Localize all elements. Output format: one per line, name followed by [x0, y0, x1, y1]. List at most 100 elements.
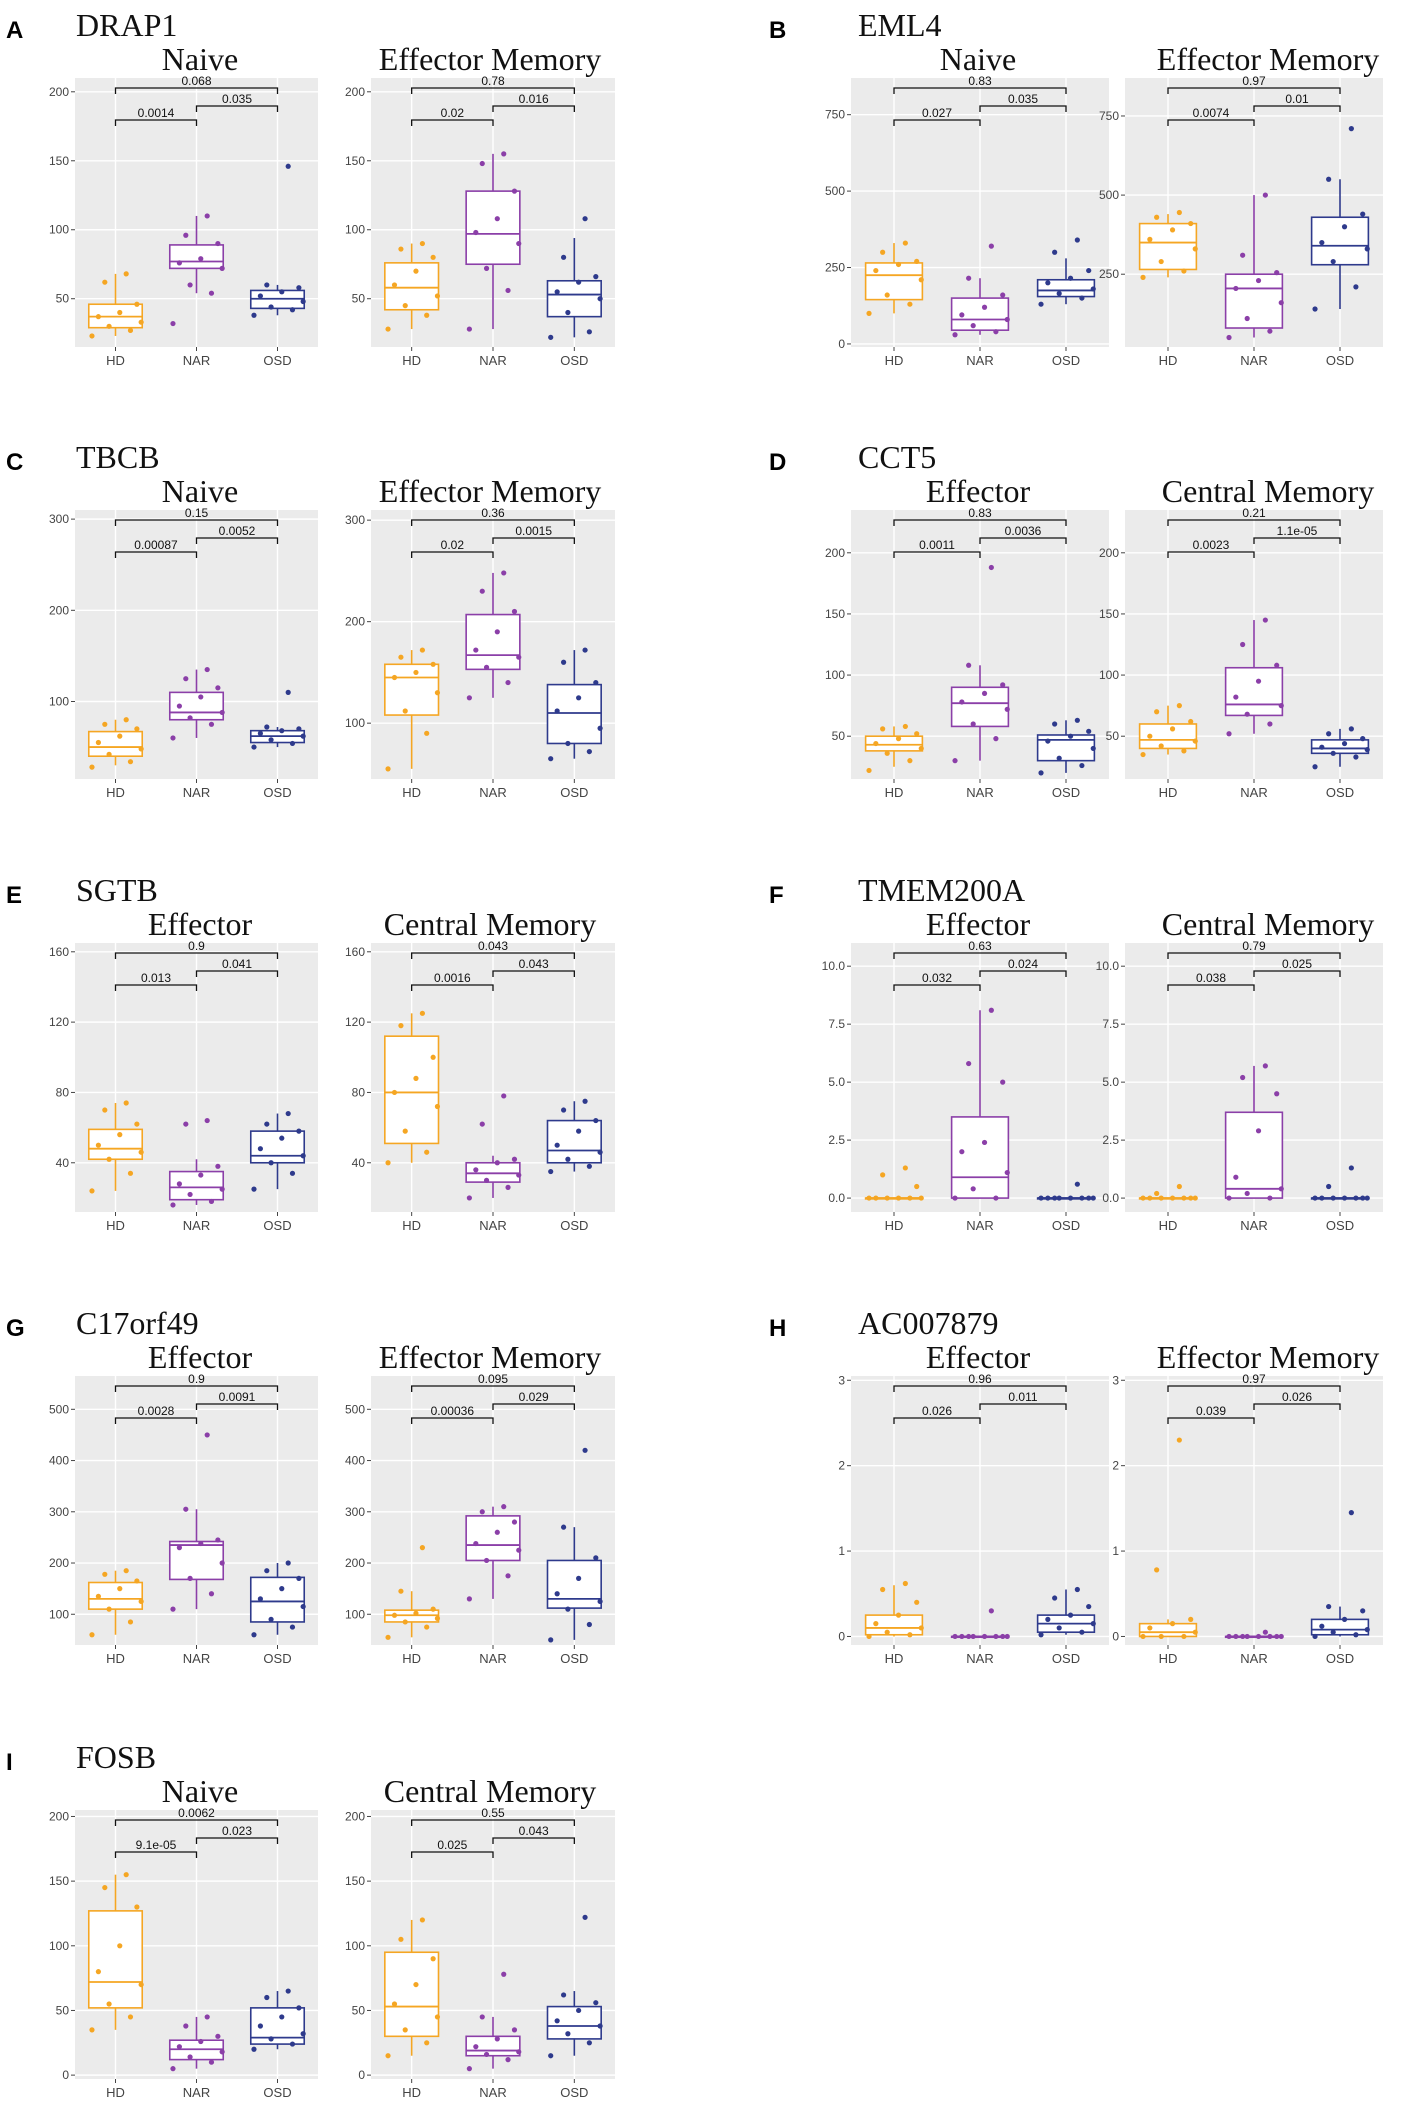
data-point — [1226, 731, 1232, 737]
data-point — [1045, 1195, 1051, 1201]
p-value-label: 0.041 — [222, 957, 252, 971]
data-point — [183, 232, 189, 238]
y-tick-label: 500 — [1099, 188, 1119, 202]
bracket-line — [114, 984, 198, 991]
data-point — [494, 2036, 500, 2042]
data-point — [501, 151, 507, 157]
data-point — [873, 740, 879, 747]
p-value-label: 0.0074 — [1193, 106, 1230, 120]
box-hd — [87, 1568, 144, 1638]
data-point — [1067, 1195, 1074, 1201]
data-point — [1244, 315, 1250, 322]
data-point — [134, 301, 140, 307]
p-value-label: 0.032 — [922, 971, 952, 985]
data-point — [565, 740, 571, 747]
data-point — [1226, 1195, 1232, 1201]
p-value-label: 0.0052 — [219, 524, 256, 538]
significance-bracket: 0.026 — [893, 1404, 981, 1424]
significance-bracket: 0.041 — [195, 957, 279, 977]
data-point — [1079, 1195, 1085, 1201]
data-point — [483, 265, 490, 271]
p-value-label: 0.15 — [185, 506, 209, 520]
data-point — [505, 1184, 511, 1190]
bracket-line — [114, 87, 279, 94]
data-point — [466, 1596, 472, 1602]
data-point — [1158, 743, 1164, 749]
y-tick-label: 150 — [345, 1874, 365, 1888]
data-point — [296, 1128, 302, 1134]
data-point — [586, 2040, 592, 2046]
data-point — [89, 1188, 95, 1194]
gene-title: AC007879 — [858, 1305, 998, 1341]
bracket-line — [893, 87, 1067, 94]
box-osd — [249, 1110, 306, 1192]
x-tick-label: OSD — [263, 1651, 291, 1666]
panel-letter: H — [769, 1315, 786, 1342]
data-point — [430, 1054, 436, 1060]
bracket-line — [979, 970, 1067, 977]
data-point — [1056, 1625, 1062, 1631]
data-point — [560, 659, 567, 665]
bracket-line — [492, 105, 575, 112]
box-iqr — [1036, 734, 1096, 762]
box-iqr — [864, 735, 924, 752]
bracket-line — [893, 519, 1067, 526]
bracket-line — [411, 87, 575, 94]
x-tick-label: HD — [106, 1651, 125, 1666]
data-point — [1330, 1195, 1336, 1201]
x-tick-label: NAR — [479, 2085, 506, 2100]
data-point — [959, 1149, 965, 1155]
data-point — [582, 1098, 588, 1104]
data-point — [127, 2014, 134, 2020]
data-point — [1233, 1174, 1239, 1180]
significance-bracket: 0.043 — [411, 939, 575, 959]
data-point — [1267, 1195, 1273, 1201]
data-point — [1086, 267, 1092, 274]
y-tick-label: 100 — [825, 668, 845, 682]
data-point — [516, 654, 522, 660]
bracket-line — [893, 1385, 1067, 1392]
data-point — [1192, 1195, 1198, 1201]
box-osd — [546, 216, 603, 340]
y-tick-label: 150 — [1099, 607, 1119, 621]
data-point — [215, 2033, 221, 2039]
data-point — [494, 629, 500, 635]
data-point — [198, 694, 204, 700]
data-point — [398, 1023, 404, 1029]
data-point — [257, 293, 263, 299]
data-point — [548, 1168, 554, 1175]
data-point — [430, 1956, 436, 1962]
data-point — [1140, 1633, 1146, 1640]
significance-bracket: 0.9 — [114, 939, 279, 959]
data-point — [285, 1110, 291, 1117]
y-tick-label: 5.0 — [828, 1075, 845, 1089]
box-osd — [1036, 1181, 1096, 1201]
x-tick-label: HD — [106, 785, 125, 800]
p-value-label: 0.043 — [478, 939, 508, 953]
bracket-line — [1253, 970, 1341, 977]
data-point — [993, 1633, 999, 1640]
box-osd — [1310, 1510, 1370, 1640]
significance-bracket: 0.0062 — [114, 1806, 279, 1826]
data-point — [170, 735, 176, 741]
x-tick-label: OSD — [1326, 1651, 1354, 1666]
y-tick-label: 300 — [49, 1505, 69, 1519]
y-tick-label: 150 — [345, 154, 365, 168]
x-tick-label: NAR — [1240, 1651, 1267, 1666]
data-point — [466, 326, 472, 332]
gene-title: DRAP1 — [76, 7, 177, 43]
data-point — [895, 1612, 902, 1618]
data-point — [1278, 703, 1284, 709]
y-tick-label: 500 — [345, 1402, 365, 1416]
data-point — [554, 708, 560, 714]
data-point — [952, 1195, 958, 1201]
data-point — [1319, 239, 1325, 246]
p-value-label: 0.035 — [1008, 92, 1038, 106]
y-tick-label: 200 — [345, 85, 365, 99]
subplot-title: Naive — [940, 41, 1016, 77]
bracket-line — [893, 551, 981, 558]
data-point — [1140, 274, 1146, 280]
data-point — [966, 1633, 972, 1640]
data-point — [895, 1195, 902, 1201]
